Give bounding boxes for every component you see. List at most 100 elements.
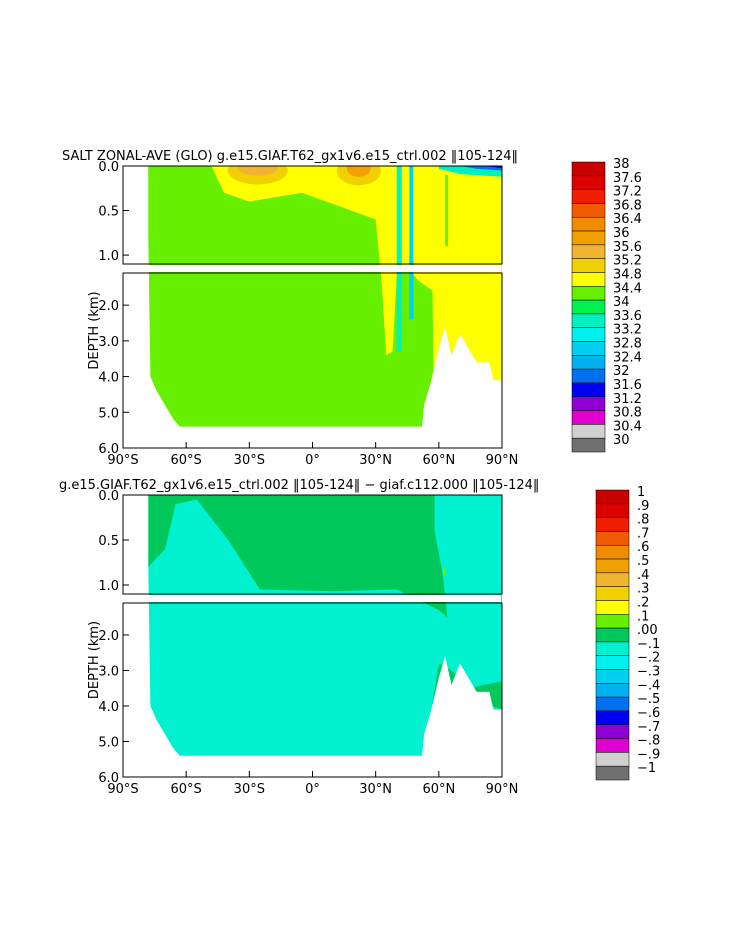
field-group [148,495,502,756]
colorbar-label: 31.6 [613,378,642,393]
chart-title: SALT ZONAL-AVE (GLO) g.e15.GIAF.T62_gx1v… [62,149,518,164]
colorbar-label: .8 [637,513,649,528]
colorbar-label: 38 [613,157,630,172]
colorbar-label: −.5 [637,692,660,707]
colorbar-label: 36.8 [613,198,642,213]
colorbar-label: −1 [637,761,656,776]
colorbar-label: −.4 [637,678,660,693]
field-arctic-cyan [476,513,502,567]
y-tick-label: 0.5 [98,534,119,549]
field-fresh-column [396,166,402,352]
colorbar-label: 35.2 [613,254,642,269]
colorbar-swatch [571,272,606,287]
x-tick-label: 0° [305,782,320,797]
colorbar-swatch [595,586,630,601]
colorbar-label: 32.8 [613,337,642,352]
field-north-max-inner [346,166,371,177]
colorbar-label: .00 [637,623,658,638]
colorbar-swatch [595,600,630,615]
colorbar-swatch [571,286,606,301]
y-tick-label: 2.0 [98,299,119,314]
colorbar-label: .6 [637,540,649,555]
y-tick-label: 4.0 [98,700,119,715]
colorbar-label: −.1 [637,637,660,652]
colorbar-label: 36 [613,226,630,241]
x-tick-label: 30°S [234,453,265,468]
field-arctic-tongue [445,174,449,247]
colorbar-swatch [571,161,606,177]
colorbar-label: 34.4 [613,281,642,296]
field-upper-positive [148,495,448,618]
y-tick-label: 0.0 [98,160,119,175]
colorbar-label: −.8 [637,734,660,749]
salt-zonal-average-panel: SALT ZONAL-AVE (GLO) g.e15.GIAF.T62_gx1v… [62,149,642,468]
x-tick-label: 90°N [486,782,519,797]
colorbar-label: −.6 [637,706,660,721]
field-south-max-inner [237,166,278,176]
field-fresh-column-2 [409,166,414,320]
colorbar-swatch [571,327,606,342]
field-arctic-surface-2 [459,166,502,171]
y-axis-label: DEPTH (km) [87,621,102,699]
colorbar-swatch [571,355,606,370]
colorbar-label: −.7 [637,720,660,735]
y-tick-label: 1.0 [98,249,119,264]
colorbar-swatch [571,341,606,356]
colorbar-label: 31.2 [613,392,642,407]
y-tick-label: 0.5 [98,205,119,220]
upper-frame [122,165,503,265]
colorbar-swatch [595,683,630,698]
colorbar-swatch [595,544,630,560]
colorbar-label: .4 [637,568,649,583]
x-tick-label: 30°N [359,782,392,797]
colorbar-swatch [571,437,606,453]
y-tick-label: 0.0 [98,489,119,504]
colorbar-swatch [571,189,606,204]
field-positive-spot [443,567,447,575]
colorbar-label: −.9 [637,747,660,762]
colorbar-swatch [595,696,630,712]
colorbar-label: 32.4 [613,350,642,365]
colorbar-swatch [571,396,606,411]
colorbar-swatch [571,244,606,259]
colorbar-swatch [595,614,630,629]
y-tick-label: 5.0 [98,735,119,750]
colorbar-label: .5 [637,554,649,569]
colorbar-swatch [595,669,630,684]
colorbar-swatch [595,517,630,532]
colorbar-label: .7 [637,526,649,541]
colorbar-label: 32 [613,364,630,379]
colorbar-swatch [571,410,606,425]
colorbar-label: 35.6 [613,240,642,255]
colorbar-label: 1 [637,485,645,500]
colorbar-swatch [571,382,606,398]
colorbar-label: 30.8 [613,406,642,421]
x-tick-label: 90°N [486,453,519,468]
y-tick-label: 3.0 [98,335,119,350]
colorbar-swatch [571,299,606,315]
y-axis-label: DEPTH (km) [87,291,102,369]
colorbar-swatch [595,503,630,518]
colorbar-swatch [595,655,630,670]
y-tick-label: 4.0 [98,371,119,386]
colorbar-label: .2 [637,595,649,610]
field-arctic-surface-3 [485,166,502,169]
salt-difference-panel: g.e15.GIAF.T62_gx1v6.e15_ctrl.002 ‖105-1… [59,478,660,797]
chart-title: g.e15.GIAF.T62_gx1v6.e15_ctrl.002 ‖105-1… [59,478,539,493]
colorbar-label: 34.8 [613,267,642,282]
axis-break [124,595,501,602]
colorbar-label: 30 [613,433,630,448]
x-tick-label: 60°S [171,782,202,797]
colorbar-label: 34 [613,295,630,310]
y-tick-label: 2.0 [98,629,119,644]
x-tick-label: 90°S [107,453,138,468]
field-subtropical-high [211,166,502,427]
colorbar-swatch [595,558,630,574]
colorbar-label: 36.4 [613,212,642,227]
field-southern-fresh [148,166,214,251]
colorbar-label: 33.2 [613,323,642,338]
x-tick-label: 90°S [107,782,138,797]
y-tick-label: 6.0 [98,771,119,786]
x-tick-label: 0° [305,453,320,468]
